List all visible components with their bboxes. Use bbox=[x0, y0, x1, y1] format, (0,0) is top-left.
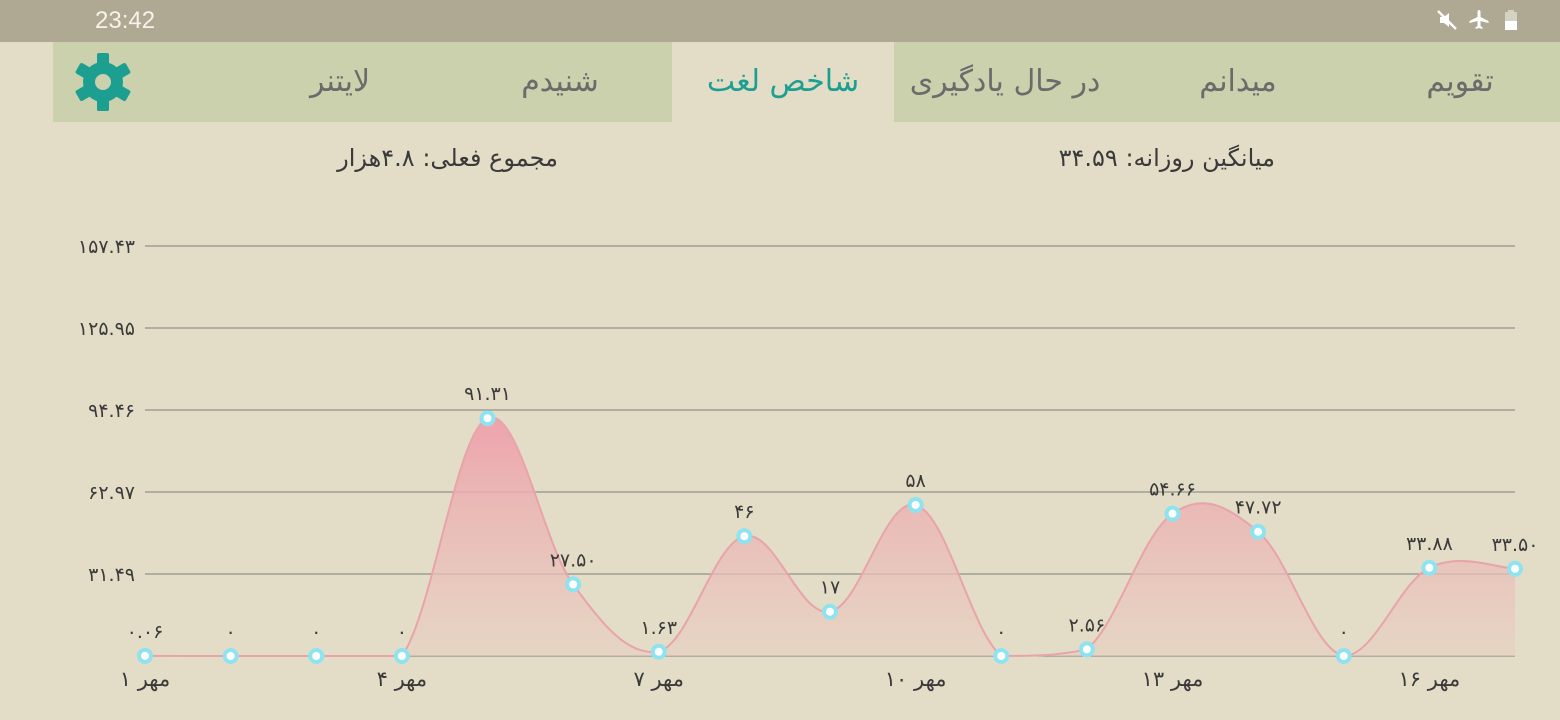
data-label: ۵۴.۶۶ bbox=[1149, 479, 1196, 501]
data-label: ۰.۰۶ bbox=[127, 621, 164, 643]
data-label: ۲.۵۶ bbox=[1069, 614, 1106, 636]
y-tick-label: ۳۱.۴۹ bbox=[88, 564, 135, 586]
data-point-center bbox=[1168, 509, 1177, 518]
current-total: مجموع فعلی: ۴.۸هزار bbox=[337, 144, 558, 172]
data-label: ۱.۶۳ bbox=[640, 617, 677, 639]
x-tick-label: ۱۶ مهر bbox=[1399, 667, 1461, 691]
data-point-center bbox=[1339, 652, 1348, 660]
data-point-center bbox=[997, 652, 1006, 660]
chart-labels: ۰.۰۶ ۰ ۰ ۰ ۹۱.۳۱ ۲۷.۵۰ ۱.۶۳ ۴۶ ۱۷ ۵۸ ۰ ۲.۵۶ ۵۴.۶۶ ۴۷.… bbox=[120, 383, 1539, 691]
status-time: 23:42 bbox=[95, 7, 156, 34]
data-label: ۵۸ bbox=[905, 470, 925, 492]
daily-average: میانگین روزانه: ۳۴.۵۹ bbox=[1058, 144, 1275, 172]
data-point-center bbox=[312, 652, 321, 660]
y-tick-label: ۱۵۷.۴۳ bbox=[78, 236, 135, 258]
x-tick-label: ۴ مهر bbox=[377, 667, 427, 691]
data-label: ۴۷.۷۲ bbox=[1235, 497, 1282, 519]
data-point-center bbox=[1254, 527, 1263, 536]
battery-icon bbox=[1500, 9, 1522, 31]
tab-word-index[interactable]: شاخص لغت bbox=[672, 42, 894, 122]
data-label: ۹۱.۳۱ bbox=[464, 383, 511, 405]
tab-known[interactable]: میدانم bbox=[1199, 64, 1277, 99]
chart-points bbox=[137, 410, 1523, 664]
gear-icon[interactable] bbox=[73, 52, 133, 112]
data-label: ۱۷ bbox=[820, 577, 840, 599]
y-tick-label: ۹۴.۴۶ bbox=[88, 400, 135, 422]
data-point-center bbox=[1511, 564, 1519, 573]
data-label: ۳۳.۸۸ bbox=[1406, 533, 1453, 555]
data-point-center bbox=[397, 652, 406, 660]
data-label: ۰ bbox=[996, 621, 1006, 643]
data-point-center bbox=[141, 651, 149, 660]
tab-heard[interactable]: شنیدم bbox=[521, 64, 599, 99]
mute-icon bbox=[1436, 9, 1458, 31]
data-point-center bbox=[569, 580, 578, 589]
tab-learning[interactable]: در حال یادگیری bbox=[909, 64, 1101, 99]
airplane-mode-icon bbox=[1468, 9, 1490, 31]
data-label: ۲۷.۵۰ bbox=[550, 549, 597, 571]
y-tick-label: ۶۲.۹۷ bbox=[88, 482, 135, 504]
tab-calendar[interactable]: تقویم bbox=[1426, 64, 1494, 99]
data-point-center bbox=[826, 607, 834, 616]
data-label: ۴۶ bbox=[734, 501, 754, 523]
data-point-center bbox=[1082, 645, 1091, 654]
data-label: ۰ bbox=[397, 621, 407, 643]
x-tick-label: ۱ مهر bbox=[120, 667, 170, 691]
data-point-center bbox=[911, 500, 920, 509]
data-label: ۳۳.۵۰ bbox=[1492, 534, 1539, 556]
data-label: ۰ bbox=[1339, 621, 1349, 643]
x-tick-label: ۱۳ مهر bbox=[1142, 667, 1204, 691]
x-tick-label: ۷ مهر bbox=[634, 667, 684, 691]
data-point-center bbox=[483, 414, 492, 423]
word-index-chart: ۳۱.۴۹ ۶۲.۹۷ ۹۴.۴۶ ۱۲۵.۹۵ ۱۵۷.۴۳ ۰.۰۶ ۰ ۰ ۰ ۹۱.۳۱… bbox=[78, 236, 1539, 691]
tab-bar: تقویم میدانم در حال یادگیری شاخص لغت شنی… bbox=[53, 42, 1560, 122]
area-fill bbox=[145, 417, 1515, 656]
data-label: ۰ bbox=[226, 621, 236, 643]
data-label: ۰ bbox=[311, 621, 321, 643]
status-icons bbox=[1436, 9, 1522, 31]
status-bar: 23:42 bbox=[0, 0, 1560, 42]
data-point-center bbox=[1425, 563, 1434, 572]
data-point-center bbox=[740, 532, 749, 541]
y-tick-label: ۱۲۵.۹۵ bbox=[78, 318, 135, 340]
x-tick-label: ۱۰ مهر bbox=[885, 667, 947, 691]
tab-leitner[interactable]: لایتنر bbox=[309, 64, 371, 99]
data-point-center bbox=[226, 652, 235, 660]
data-point-center bbox=[654, 647, 663, 656]
chart-area bbox=[144, 416, 1516, 658]
